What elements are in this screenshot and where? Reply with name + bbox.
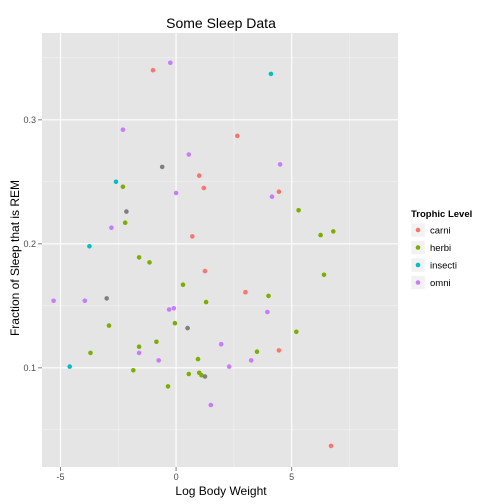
- legend-items: carni herbi insecti omni: [410, 222, 457, 290]
- data-point-herbi: [254, 349, 260, 355]
- data-point-herbi: [136, 255, 142, 260]
- data-point-omni: [218, 341, 224, 347]
- legend-label-omni: omni: [430, 278, 451, 289]
- data-point-herbi: [186, 371, 192, 377]
- chart-title: Some Sleep Data: [166, 15, 276, 31]
- data-point-na: [159, 164, 165, 170]
- data-point-omni: [173, 190, 179, 196]
- data-point-omni: [186, 152, 192, 157]
- y-axis-ticks: 0.1 0.2 0.3: [23, 115, 42, 373]
- legend-key-insecti: [415, 262, 421, 268]
- legend-label-herbi: herbi: [430, 243, 451, 254]
- y-tick-label: 0.1: [23, 363, 36, 373]
- data-point-omni: [265, 309, 270, 315]
- data-point-omni: [248, 358, 254, 363]
- data-point-herbi: [180, 282, 186, 288]
- data-point-herbi: [321, 272, 327, 278]
- data-point-herbi: [122, 220, 128, 225]
- data-point-insecti: [113, 179, 119, 185]
- data-point-carni: [202, 268, 208, 274]
- data-point-carni: [243, 289, 248, 295]
- data-point-insecti: [87, 244, 92, 249]
- y-tick-label: 0.2: [23, 239, 36, 249]
- data-point-carni: [276, 348, 282, 353]
- data-point-na: [202, 374, 208, 379]
- x-tick-label: -5: [56, 472, 64, 482]
- legend-label-insecti: insecti: [430, 261, 457, 272]
- data-point-omni: [168, 60, 173, 66]
- legend-title: Trophic Level: [411, 209, 472, 220]
- data-point-omni: [156, 358, 161, 363]
- data-point-herbi: [195, 356, 201, 362]
- data-point-herbi: [106, 323, 112, 328]
- data-point-herbi: [331, 229, 336, 234]
- data-point-omni: [277, 162, 283, 167]
- data-point-herbi: [147, 260, 152, 265]
- minor-grid: [42, 33, 398, 467]
- data-point-carni: [201, 185, 207, 191]
- data-point-herbi: [203, 299, 209, 305]
- data-point-omni: [208, 402, 214, 408]
- plot-panel: [42, 33, 398, 467]
- data-point-herbi: [172, 320, 178, 326]
- data-point-omni: [82, 298, 88, 304]
- data-point-herbi: [120, 184, 126, 190]
- data-point-omni: [171, 306, 177, 311]
- data-point-omni: [109, 225, 114, 230]
- data-point-herbi: [294, 329, 299, 335]
- x-tick-label: 0: [174, 472, 179, 482]
- data-point-carni: [276, 189, 282, 194]
- data-point-carni: [196, 173, 202, 178]
- data-point-herbi: [88, 350, 93, 356]
- data-point-herbi: [318, 232, 323, 238]
- legend-key-carni: [415, 227, 421, 233]
- legend-key-herbi: [415, 245, 421, 250]
- data-point-omni: [136, 350, 142, 356]
- y-tick-label: 0.3: [23, 115, 36, 125]
- x-axis-ticks: -5 0 5: [56, 467, 294, 482]
- legend-label-carni: carni: [430, 226, 451, 237]
- legend: Trophic Level carni herbi insecti omni: [410, 209, 472, 290]
- x-axis-title: Log Body Weight: [175, 484, 267, 498]
- legend-key-omni: [415, 280, 421, 285]
- data-point-herbi: [296, 208, 301, 213]
- data-point-herbi: [136, 344, 142, 350]
- data-point-insecti: [268, 71, 274, 77]
- data-point-omni: [226, 364, 232, 369]
- data-point-herbi: [154, 339, 159, 345]
- data-point-carni: [235, 133, 240, 139]
- data-point-na: [185, 325, 190, 331]
- data-points: [51, 60, 336, 449]
- data-point-insecti: [67, 364, 72, 369]
- data-point-omni: [51, 298, 56, 304]
- data-point-na: [104, 296, 109, 301]
- data-point-na: [124, 209, 129, 214]
- x-tick-label: 5: [289, 472, 294, 482]
- data-point-herbi: [165, 384, 171, 389]
- data-point-omni: [269, 194, 275, 199]
- data-point-carni: [150, 67, 156, 73]
- data-point-herbi: [131, 368, 136, 373]
- data-point-herbi: [266, 293, 271, 299]
- data-point-omni: [120, 127, 126, 132]
- data-point-herbi: [199, 372, 204, 378]
- data-point-carni: [190, 234, 195, 239]
- data-point-carni: [328, 443, 334, 449]
- data-point-omni: [166, 307, 172, 312]
- major-grid: [42, 33, 398, 467]
- y-axis-title: Fraction of Sleep that is REM: [8, 180, 22, 336]
